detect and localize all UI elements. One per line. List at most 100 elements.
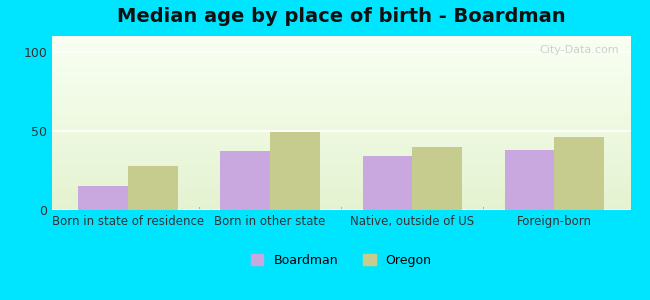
Bar xyxy=(52,140,630,142)
Bar xyxy=(52,88,630,90)
Bar xyxy=(52,90,630,92)
Legend: Boardman, Oregon: Boardman, Oregon xyxy=(244,248,438,273)
Bar xyxy=(52,55,630,57)
Bar xyxy=(52,156,630,158)
Bar xyxy=(52,182,630,184)
Bar xyxy=(52,206,630,208)
Title: Median age by place of birth - Boardman: Median age by place of birth - Boardman xyxy=(117,7,566,26)
Bar xyxy=(52,66,630,67)
Bar xyxy=(52,191,630,193)
Bar xyxy=(52,38,630,40)
Bar xyxy=(52,95,630,97)
Bar xyxy=(52,186,630,188)
Bar xyxy=(52,201,630,203)
Bar xyxy=(52,172,630,173)
Bar xyxy=(52,205,630,206)
Bar xyxy=(52,163,630,165)
Bar xyxy=(52,139,630,140)
Bar xyxy=(52,43,630,45)
Bar xyxy=(52,208,630,210)
Bar xyxy=(52,102,630,104)
Bar xyxy=(52,142,630,144)
Bar xyxy=(52,154,630,156)
Bar xyxy=(52,36,630,38)
Bar xyxy=(52,48,630,50)
Bar xyxy=(52,153,630,154)
Bar xyxy=(52,97,630,99)
Bar xyxy=(52,151,630,153)
Bar xyxy=(363,156,412,210)
Bar xyxy=(52,119,630,121)
Bar xyxy=(52,50,630,52)
Bar xyxy=(52,193,630,194)
Bar xyxy=(554,137,604,210)
Bar xyxy=(52,112,630,114)
Bar xyxy=(52,104,630,106)
Bar xyxy=(52,78,630,80)
Bar xyxy=(52,173,630,175)
Bar xyxy=(52,106,630,107)
Bar xyxy=(52,198,630,200)
Bar xyxy=(52,184,630,186)
Bar xyxy=(52,69,630,71)
Bar xyxy=(52,177,630,179)
Bar xyxy=(52,52,630,53)
Bar xyxy=(52,179,630,180)
Bar xyxy=(52,121,630,123)
Bar xyxy=(52,165,630,167)
Bar xyxy=(52,127,630,128)
Bar xyxy=(52,137,630,139)
Bar xyxy=(52,57,630,58)
Bar xyxy=(52,203,630,205)
Bar xyxy=(128,166,178,210)
Bar xyxy=(52,92,630,93)
Bar xyxy=(52,80,630,81)
Bar xyxy=(52,71,630,73)
Bar xyxy=(52,189,630,191)
Bar xyxy=(52,45,630,46)
Bar xyxy=(52,160,630,161)
Bar xyxy=(52,128,630,130)
Bar xyxy=(52,200,630,201)
Bar xyxy=(52,149,630,151)
Bar xyxy=(52,107,630,109)
Bar xyxy=(52,40,630,41)
Bar xyxy=(52,67,630,69)
Bar xyxy=(52,58,630,60)
Bar xyxy=(52,125,630,127)
Bar xyxy=(52,93,630,95)
Bar xyxy=(52,114,630,116)
Bar xyxy=(52,196,630,198)
Bar xyxy=(52,147,630,149)
Bar xyxy=(52,167,630,168)
Bar xyxy=(52,135,630,137)
Bar xyxy=(52,81,630,83)
Bar xyxy=(52,144,630,146)
Bar xyxy=(270,133,320,210)
Bar xyxy=(52,180,630,182)
Bar xyxy=(52,100,630,102)
Bar xyxy=(52,123,630,125)
Bar xyxy=(52,194,630,196)
Bar xyxy=(52,175,630,177)
Bar xyxy=(52,130,630,132)
Bar xyxy=(52,76,630,78)
Bar xyxy=(52,86,630,88)
Bar xyxy=(52,53,630,55)
Bar xyxy=(52,132,630,134)
Bar xyxy=(52,62,630,64)
Bar xyxy=(52,161,630,163)
Bar xyxy=(78,186,128,210)
Bar xyxy=(52,118,630,119)
Bar xyxy=(412,147,462,210)
Bar xyxy=(504,150,554,210)
Bar xyxy=(52,60,630,62)
Bar xyxy=(52,146,630,147)
Bar xyxy=(52,170,630,172)
Bar xyxy=(220,152,270,210)
Bar xyxy=(52,109,630,111)
Bar xyxy=(52,73,630,74)
Bar xyxy=(52,64,630,66)
Bar xyxy=(52,46,630,48)
Bar xyxy=(52,41,630,43)
